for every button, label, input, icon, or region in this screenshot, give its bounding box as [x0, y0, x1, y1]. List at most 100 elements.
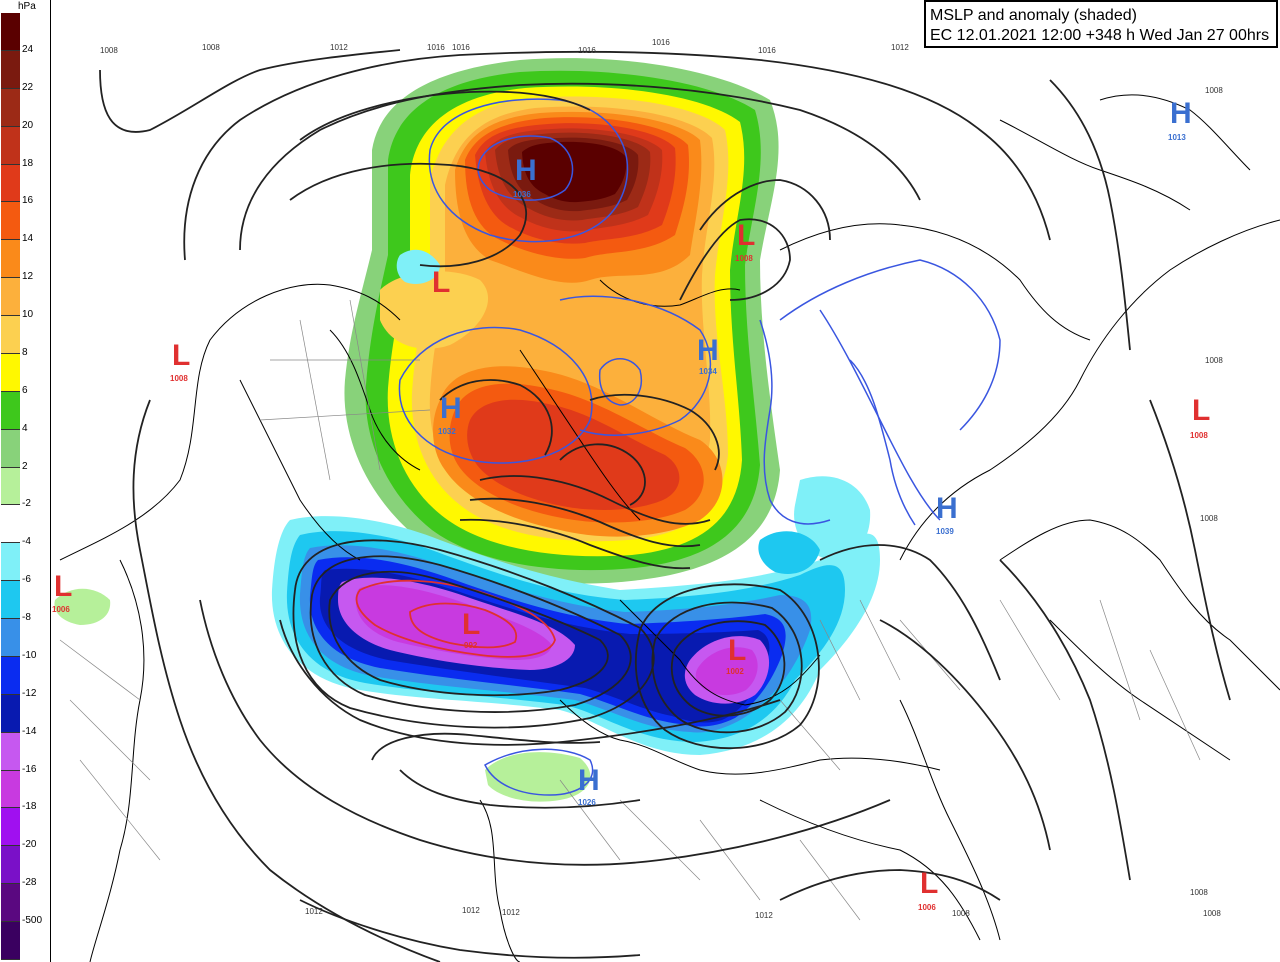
low-pressure-marker: L 1006 [52, 570, 72, 614]
isobar-label: 1008 [1200, 514, 1218, 523]
colorbar-label: -8 [22, 612, 31, 624]
colorbar-label: 6 [22, 384, 28, 396]
low-pressure-marker: L 1002 [726, 634, 746, 676]
mslp-anomaly-map: 1008 1008 1012 1016 1016 1016 1016 1016 … [51, 0, 1280, 962]
isobar-label: 1016 [427, 43, 445, 52]
svg-text:L: L [432, 266, 450, 299]
low-pressure-marker: L 1008 [170, 339, 190, 383]
colorbar-swatch [1, 581, 20, 620]
svg-text:L: L [1192, 394, 1210, 427]
colorbar-swatch [1, 278, 20, 317]
colorbar-label: -28 [22, 877, 37, 889]
colorbar-unit: hPa [18, 1, 36, 12]
svg-text:1006: 1006 [52, 605, 70, 614]
colorbar-swatch [1, 884, 20, 923]
svg-text:L: L [54, 570, 72, 603]
svg-text:L: L [462, 608, 480, 641]
colorbar-swatch [1, 240, 20, 279]
colorbar-swatch [1, 846, 20, 885]
colorbar-swatch [1, 505, 20, 544]
colorbar-label: -20 [22, 839, 37, 851]
colorbar-label: 18 [22, 157, 34, 169]
minor-anomaly-patches [54, 588, 591, 802]
isobar-label: 1012 [330, 43, 348, 52]
colorbar-label: -10 [22, 649, 37, 661]
low-pressure-contours [355, 579, 556, 658]
colorbar-label: 8 [22, 346, 28, 358]
svg-text:H: H [936, 492, 958, 525]
isobar-label: 1016 [452, 43, 470, 52]
colorbar-swatch [1, 770, 20, 809]
colorbar-swatch [1, 353, 20, 392]
isobar-label: 1012 [502, 908, 520, 917]
high-pressure-marker: H 1032 [438, 392, 462, 436]
colorbar-swatch [1, 391, 20, 430]
svg-text:H: H [515, 154, 537, 187]
colorbar-label: 24 [22, 43, 34, 55]
isobar-label: 1008 [1203, 909, 1221, 918]
svg-text:1013: 1013 [1168, 133, 1186, 142]
svg-text:L: L [920, 867, 938, 900]
svg-text:H: H [697, 334, 719, 367]
colorbar-swatch [1, 467, 20, 506]
colorbar-label: -14 [22, 725, 37, 737]
isobar-label: 1012 [305, 907, 323, 916]
colorbar-swatch [1, 429, 20, 468]
low-pressure-marker: L [432, 266, 450, 299]
isobar-label: 1008 [202, 43, 220, 52]
colorbar-label: 20 [22, 119, 34, 131]
coastlines [59, 94, 1280, 962]
colorbar-swatch [1, 619, 20, 657]
high-pressure-marker: H 1036 [513, 154, 537, 199]
svg-text:L: L [737, 219, 755, 252]
map-title-box: MSLP and anomaly (shaded) EC 12.01.2021 … [924, 0, 1278, 48]
isobars [99, 49, 1231, 962]
isobar-label: 1016 [652, 38, 670, 47]
svg-text:1008: 1008 [170, 374, 188, 383]
anomaly-colorbar: hPa 24 22 20 18 16 14 12 10 8 6 4 2 -2 -4 -6 -8 -10 -12 -1… [0, 0, 51, 962]
colorbar-swatch [1, 543, 20, 582]
svg-text:H: H [1170, 97, 1192, 130]
isobar-label: 1012 [755, 911, 773, 920]
svg-text:1008: 1008 [1190, 431, 1208, 440]
svg-text:1039: 1039 [936, 527, 954, 536]
isobar-label: 1008 [1205, 356, 1223, 365]
positive-anomaly-shading [344, 58, 780, 584]
low-pressure-marker: L 1008 [735, 219, 755, 263]
colorbar-swatch [1, 316, 20, 354]
colorbar-swatch [1, 126, 20, 165]
isobar-label: 1016 [578, 46, 596, 55]
svg-text:1002: 1002 [726, 667, 744, 676]
svg-text:1006: 1006 [918, 903, 936, 912]
colorbar-swatch [1, 732, 20, 771]
map-subtitle: EC 12.01.2021 12:00 +348 h Wed Jan 27 00… [930, 27, 1270, 44]
isobar-label: 1008 [1205, 86, 1223, 95]
colorbar-label: 4 [22, 422, 28, 434]
isobar-label: 1012 [891, 43, 909, 52]
svg-text:L: L [728, 634, 746, 667]
pressure-systems: H 1036 L 1008 L L 1008 H 1034 H 1032 [52, 97, 1210, 912]
colorbar-swatch [1, 694, 20, 733]
low-pressure-marker: L 1006 [918, 867, 938, 912]
isobar-label: 1008 [1190, 888, 1208, 897]
high-pressure-marker: H 1039 [936, 492, 958, 536]
colorbar-swatch [1, 88, 20, 127]
colorbar-swatch [1, 808, 20, 847]
svg-text:1036: 1036 [513, 190, 531, 199]
colorbar-label: -18 [22, 801, 37, 813]
colorbar-label: 16 [22, 195, 34, 207]
low-pressure-marker: L 992 [462, 608, 480, 650]
isobar-labels: 1008 1008 1012 1016 1016 1016 1016 1016 … [100, 38, 1223, 920]
high-pressure-marker: H 1026 [578, 764, 600, 807]
isobar-label: 1008 [100, 46, 118, 55]
colorbar-label: -12 [22, 687, 37, 699]
political-borders [59, 299, 1201, 921]
colorbar-swatch [1, 922, 20, 960]
colorbar-label: -2 [22, 498, 31, 510]
colorbar-label: 12 [22, 271, 34, 283]
high-pressure-contours [398, 98, 1001, 796]
colorbar-swatch [1, 50, 20, 89]
colorbar-label: -4 [22, 536, 31, 548]
colorbar-label: -500 [22, 915, 43, 927]
